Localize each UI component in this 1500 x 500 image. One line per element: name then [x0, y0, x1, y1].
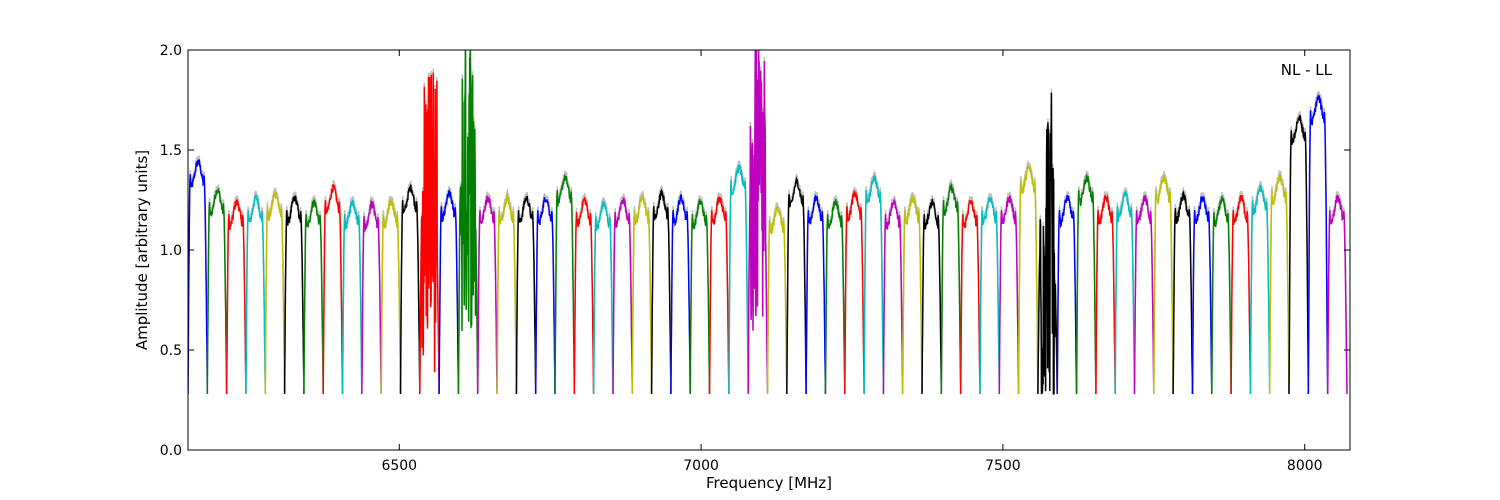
- channel-trace: [264, 190, 286, 395]
- channel-trace: [824, 199, 846, 395]
- reference-trace: [670, 189, 691, 391]
- channel-trace: [1153, 174, 1174, 395]
- reference-trace: [515, 191, 537, 391]
- reference-trace: [824, 195, 846, 391]
- channel-trace: [438, 189, 460, 395]
- channel-trace: [188, 159, 209, 395]
- reference-trace: [1288, 110, 1310, 391]
- channel-trace: [979, 196, 1001, 395]
- channel-trace: [245, 194, 267, 395]
- y-tick-label: 2.0: [160, 43, 182, 59]
- reference-trace: [554, 170, 576, 391]
- channel-trace: [1017, 163, 1039, 395]
- channel-trace: [998, 195, 1020, 395]
- channel-trace: [573, 196, 595, 395]
- channel-trace: [650, 188, 672, 395]
- ticks-layer: 6500 7000 7500 8000 0.0 0.5 1.0 1.5 2.0: [160, 43, 1350, 474]
- channel-trace: [882, 199, 904, 395]
- series-layer: [188, 50, 1348, 395]
- channel-trace: [1075, 174, 1097, 395]
- channel-trace: [1095, 194, 1116, 395]
- reference-trace: [959, 195, 981, 391]
- channel-trace: [747, 50, 769, 395]
- x-tick-label: 8000: [1287, 458, 1323, 474]
- panel-annotation: NL - LL: [1281, 61, 1333, 79]
- y-tick-label: 0.0: [160, 443, 182, 459]
- channel-trace: [225, 199, 247, 395]
- channel-trace: [708, 196, 730, 395]
- reference-trace: [1095, 190, 1116, 391]
- channel-trace: [921, 198, 943, 395]
- reference-trace: [1326, 190, 1348, 391]
- channel-trace: [1288, 114, 1310, 395]
- channel-trace: [1114, 191, 1136, 395]
- reference-trace: [1191, 192, 1213, 391]
- channel-trace: [959, 199, 981, 395]
- x-tick-label: 6500: [381, 458, 417, 474]
- channel-trace: [1056, 195, 1078, 395]
- channel-trace: [1230, 195, 1252, 395]
- channel-trace: [206, 188, 228, 395]
- channel-trace: [1211, 196, 1232, 395]
- channel-trace: [496, 192, 518, 395]
- channel-trace: [670, 193, 691, 395]
- reference-trace: [1153, 170, 1174, 391]
- channel-trace: [419, 72, 440, 395]
- channel-trace: [844, 190, 865, 395]
- channel-trace: [1307, 94, 1329, 395]
- reference-trace: [882, 195, 904, 391]
- reference-trace: [399, 180, 421, 391]
- channel-trace: [341, 199, 363, 395]
- channel-trace: [1249, 184, 1271, 395]
- channel-trace: [303, 198, 324, 395]
- channel-trace: [399, 184, 421, 395]
- channel-trace: [476, 195, 498, 395]
- channel-trace: [515, 195, 537, 395]
- channel-trace: [1268, 174, 1290, 395]
- channel-trace: [283, 195, 305, 395]
- channel-trace: [766, 206, 788, 395]
- channel-trace: [612, 197, 634, 395]
- channel-trace: [863, 174, 885, 395]
- channel-trace: [1133, 195, 1155, 395]
- y-tick-label: 1.0: [160, 243, 182, 259]
- channel-trace: [805, 195, 827, 395]
- channel-trace: [457, 50, 479, 395]
- reference-trace: [863, 170, 885, 391]
- reference-trace: [612, 193, 634, 391]
- channel-trace: [534, 197, 556, 395]
- reference-trace: [1230, 191, 1252, 391]
- reference-trace: [1133, 191, 1155, 391]
- y-tick-label: 1.5: [160, 143, 182, 159]
- channel-trace: [322, 184, 344, 395]
- channel-trace: [1172, 190, 1194, 395]
- reference-trace: [979, 192, 1001, 391]
- channel-trace: [380, 199, 402, 395]
- y-axis-label: Amplitude [arbitrary units]: [133, 150, 151, 350]
- x-axis-label: Frequency [MHz]: [706, 474, 832, 492]
- reference-trace: [573, 192, 595, 391]
- reference-trace: [245, 190, 267, 391]
- x-tick-label: 7000: [683, 458, 719, 474]
- reference-trace: [592, 197, 614, 391]
- reference-trace: [534, 193, 556, 391]
- channel-trace: [361, 198, 382, 395]
- channel-trace: [592, 201, 614, 395]
- channel-trace: [554, 174, 576, 395]
- channel-trace: [1191, 196, 1213, 395]
- channel-trace: [631, 194, 653, 395]
- y-tick-label: 0.5: [160, 343, 182, 359]
- reference-trace: [766, 202, 788, 391]
- channel-trace: [1037, 92, 1058, 395]
- channel-trace: [689, 199, 711, 395]
- channel-trace: [901, 195, 923, 395]
- channel-trace: [786, 176, 807, 395]
- channel-trace: [940, 182, 962, 395]
- channel-trace: [728, 164, 749, 395]
- x-tick-label: 7500: [985, 458, 1021, 474]
- reference-trace: [728, 160, 749, 391]
- channel-trace: [1326, 194, 1348, 395]
